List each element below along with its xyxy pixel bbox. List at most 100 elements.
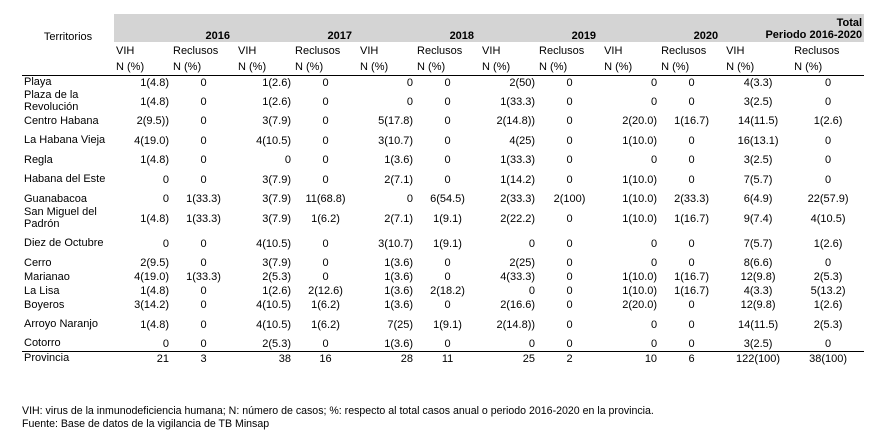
vih-subheader: VIH — [604, 44, 623, 57]
reclusos-value: 2(12.6) — [308, 285, 343, 298]
vih-value: 0 — [284, 154, 292, 167]
reclusos-value: 0 — [688, 154, 695, 167]
vih-value: 1(10.0) — [622, 271, 658, 284]
reclusos-value: 0 — [293, 337, 359, 352]
unit-label: N (%) — [659, 60, 725, 76]
reclusos-value: 0 — [688, 257, 695, 270]
vih-value: 0 — [602, 337, 660, 352]
reclusos-value: 0 — [444, 134, 451, 147]
territory-name: Playa — [24, 75, 52, 88]
vih-value: 12(9.8) — [740, 299, 776, 312]
reclusos-value: 0 — [688, 318, 695, 331]
reclusos-value: 0 — [566, 134, 573, 147]
vih-value: 0 — [480, 337, 538, 352]
table-row: Boyeros 3(14.2) 0 4(10.5) 1(6.2) 1(3.6) 0 2(16.… — [22, 299, 864, 313]
reclusos-value: 0 — [566, 237, 573, 250]
unit-label: N (%) — [602, 60, 660, 76]
reclusos-value: 0 — [322, 271, 329, 284]
reclusos-value: 0 — [825, 95, 832, 108]
vih-value: 0 — [650, 76, 658, 89]
period-label: Periodo 2016-2020 — [765, 29, 863, 42]
reclusos-value: 6(54.5) — [430, 193, 465, 206]
unit-label: N (%) — [236, 60, 294, 76]
reclusos-value: 0 — [415, 337, 481, 352]
vih-value: 0 — [650, 154, 658, 167]
vih-value: 2(5.3) — [236, 337, 294, 352]
vih-value: 0 — [650, 95, 658, 108]
reclusos-value: 0 — [566, 212, 573, 225]
reclusos-value: 0 — [200, 173, 207, 186]
vih-value: 1(3.6) — [384, 299, 414, 312]
table-row: La Lisa 1(4.8) 0 1(2.6) 2(12.6) 1(3.6) 2(18.2)… — [22, 285, 864, 299]
vih-value: 2(33.3) — [500, 193, 536, 206]
reclusos-value: 0 — [322, 134, 329, 147]
reclusos-subheader: Reclusos — [173, 44, 219, 57]
vih-subheader: VIH — [238, 44, 257, 57]
unit-label: N (%) — [293, 60, 359, 76]
vih-value: 1(3.6) — [384, 271, 414, 284]
territory-name: Habana del Este — [24, 173, 106, 186]
vih-value: 0 — [650, 318, 658, 331]
reclusos-value: 22(57.9) — [807, 193, 849, 206]
vih-value: 2(20.0) — [622, 299, 658, 312]
reclusos-value: 11 — [441, 352, 454, 365]
reclusos-value: 0 — [200, 299, 207, 312]
vih-value: 4(19.0) — [134, 271, 169, 284]
vih-value: 14(11.5) — [738, 115, 779, 128]
vih-value: 2(14.8)) — [496, 115, 536, 128]
vih-value: 7(5.7) — [743, 237, 773, 250]
territory-name: Boyeros — [24, 298, 65, 311]
reclusos-value: 1(2.6) — [813, 115, 843, 128]
reclusos-value: 6 — [688, 352, 695, 365]
reclusos-value: 2(5.3) — [813, 318, 843, 331]
vih-value: 4(19.0) — [134, 134, 169, 147]
reclusos-value: 1(33.3) — [186, 271, 221, 284]
vih-value: 3(7.9) — [262, 115, 292, 128]
reclusos-value: 0 — [688, 173, 695, 186]
vih-value: 0 — [114, 337, 171, 352]
unit-label: N (%) — [480, 60, 538, 76]
reclusos-value: 11(68.8) — [305, 193, 346, 206]
reclusos-value: 0 — [322, 257, 329, 270]
vih-value: 2(50) — [509, 76, 536, 89]
reclusos-value: 0 — [322, 237, 329, 250]
year-header-row: Territorios 2016 2017 2018 2019 2020 Tot… — [22, 14, 865, 60]
reclusos-value: 0 — [566, 95, 573, 108]
vih-value: 2(20.0) — [622, 115, 658, 128]
territory-name: Arroyo Naranjo — [24, 318, 98, 331]
reclusos-value: 2 — [566, 352, 573, 365]
vih-value: 4(10.5) — [256, 237, 292, 250]
vih-value: 16(13.1) — [737, 134, 779, 147]
reclusos-value: 0 — [566, 285, 573, 298]
unit-label: N (%) — [171, 60, 237, 76]
reclusos-value: 4(10.5) — [810, 212, 846, 225]
table-row: Arroyo Naranjo 1(4.8) 0 4(10.5) 1(6.2) 7(25) 1… — [22, 313, 864, 338]
vih-value: 0 — [528, 285, 536, 298]
reclusos-value: 0 — [566, 173, 573, 186]
vih-value: 38 — [278, 352, 292, 365]
reclusos-subheader: Reclusos — [417, 44, 463, 57]
vih-value: 5(17.8) — [378, 115, 414, 128]
unit-label: N (%) — [415, 60, 481, 76]
reclusos-value: 2(5.3) — [813, 271, 843, 284]
unit-label: N (%) — [114, 60, 171, 76]
vih-value: 21 — [156, 352, 169, 365]
reclusos-value: 0 — [444, 115, 451, 128]
reclusos-value: 0 — [688, 134, 695, 147]
reclusos-value: 0 — [322, 76, 329, 89]
reclusos-value: 0 — [688, 237, 695, 250]
reclusos-value: 0 — [200, 115, 207, 128]
vih-value: 4(10.5) — [256, 318, 292, 331]
vih-value: 0 — [528, 237, 536, 250]
unit-label: N (%) — [537, 60, 603, 76]
vih-value: 0 — [650, 237, 658, 250]
table-row: Diez de Octubre 0 0 4(10.5) 0 3(10.7) 1(9.1) 0 0… — [22, 232, 864, 257]
vih-value: 1(10.0) — [622, 285, 658, 298]
year-header: 2016 — [114, 14, 237, 42]
reclusos-value: 0 — [444, 299, 451, 312]
table-row: Centro Habana 2(9.5)) 0 3(7.9) 0 5(17.8) 0 2(14… — [22, 115, 864, 129]
unit-label: N (%) — [358, 60, 416, 76]
reclusos-value: 0 — [688, 95, 695, 108]
vih-value: 3(7.9) — [262, 173, 292, 186]
year-header: 2019 — [480, 14, 603, 42]
